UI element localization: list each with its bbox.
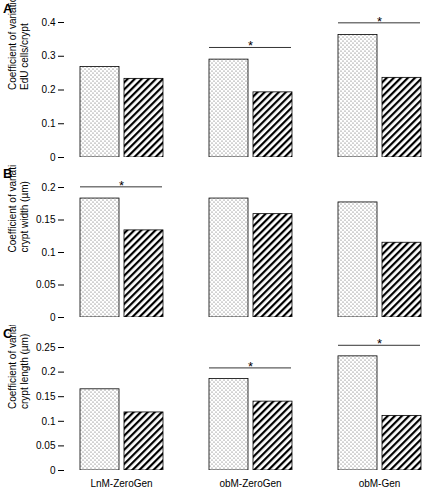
svg-text:*: *: [377, 336, 382, 351]
svg-text:0.05: 0.05: [36, 440, 56, 451]
svg-text:0.3: 0.3: [42, 50, 56, 61]
svg-text:0.15: 0.15: [36, 214, 56, 225]
svg-text:0.05: 0.05: [36, 279, 56, 290]
svg-text:*: *: [248, 38, 253, 53]
svg-text:0.4: 0.4: [42, 17, 56, 28]
svg-text:0: 0: [50, 312, 56, 323]
html-text:A: A: [3, 1, 13, 16]
svg-text:0.1: 0.1: [42, 247, 56, 258]
svg-text:0.1: 0.1: [42, 416, 56, 427]
svg-text:0.2: 0.2: [42, 366, 56, 377]
svg-text:0: 0: [50, 465, 56, 476]
html-text:C: C: [3, 326, 13, 341]
svg-text:*: *: [119, 178, 124, 193]
html-text:B: B: [3, 166, 13, 181]
svg-text:*: *: [377, 14, 382, 29]
svg-text:0.2: 0.2: [42, 182, 56, 193]
svg-text:LnM-ZeroGen: LnM-ZeroGen: [90, 478, 152, 489]
svg-text:obM-ZeroGen: obM-ZeroGen: [219, 478, 281, 489]
svg-text:0.1: 0.1: [42, 118, 56, 129]
svg-text:0.2: 0.2: [42, 84, 56, 95]
svg-text:*: *: [248, 359, 253, 374]
svg-text:0: 0: [50, 152, 56, 163]
svg-text:0.25: 0.25: [36, 342, 56, 353]
svg-text:0.15: 0.15: [36, 391, 56, 402]
svg-text:obM-Gen: obM-Gen: [359, 478, 401, 489]
